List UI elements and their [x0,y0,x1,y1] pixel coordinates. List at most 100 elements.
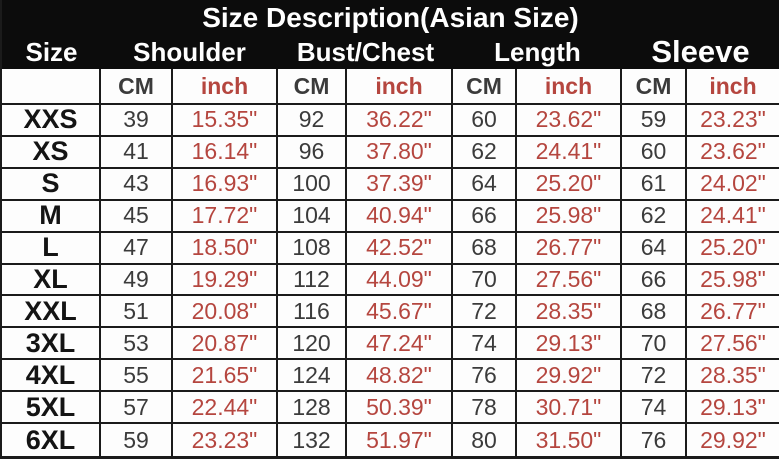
inch-value-cell: 28.35" [687,360,779,393]
inch-value-cell: 29.13" [517,328,622,361]
cm-value-cell: 70 [453,264,517,297]
inch-value-cell: 27.56" [687,328,779,361]
cm-value-cell: 64 [622,232,687,265]
inch-value-cell: 26.77" [687,296,779,329]
inch-value-cell: 30.71" [517,392,622,425]
inch-value-cell: 15.35" [173,105,278,137]
inch-value-cell: 20.08" [173,296,278,329]
size-label-cell: XL [2,264,101,297]
cm-value-cell: 78 [453,392,517,425]
size-label-cell: XXS [2,105,101,137]
group-header-size: Size [25,36,78,67]
unit-header-cm-shoulder: CM [101,69,173,105]
cm-value-cell: 68 [453,232,517,265]
inch-value-cell: 23.23" [687,105,779,137]
inch-value-cell: 44.09" [347,264,453,297]
cm-value-cell: 116 [278,296,347,329]
cm-value-cell: 39 [101,105,173,137]
cm-value-cell: 60 [453,105,517,137]
cm-value-cell: 53 [101,328,173,361]
table-title-bar: Size Description(Asian Size) [2,0,779,36]
cm-value-cell: 72 [622,360,687,393]
inch-value-cell: 29.92" [700,426,766,453]
cm-value-cell: 76 [622,424,687,456]
inch-value-cell: 23.23" [173,424,278,456]
inch-value-cell: 26.77" [517,232,622,265]
cm-value-cell: 51 [101,296,173,329]
unit-header-inch-shoulder: inch [173,69,278,105]
cm-value-cell: 92 [278,105,347,137]
inch-value-cell: 29.13" [687,392,779,425]
cm-value-cell: 57 [101,392,173,425]
cm-value-cell: 66 [453,200,517,233]
size-label-cell: XS [2,136,101,169]
inch-value-cell: 25.20" [517,168,622,201]
group-header-bust-chest: Bust/Chest [296,36,435,67]
cm-value-cell: 74 [622,392,687,425]
cm-value-cell: 104 [278,200,347,233]
unit-header-empty [2,69,101,105]
inch-value-cell: 47.24" [347,328,453,361]
cm-value-cell: 59 [101,424,173,456]
cm-value-cell: 62 [453,136,517,169]
cm-value-cell: 55 [101,360,173,393]
size-label-cell: M [2,200,101,233]
inch-value-cell: 16.14" [173,136,278,169]
cm-value-cell: 64 [453,168,517,201]
inch-value-cell: 36.22" [347,105,453,137]
inch-value-cell: 25.20" [687,233,779,265]
inch-value-cell: 45.67" [347,296,453,329]
inch-value-cell: 29.92" [517,360,622,393]
unit-header-inch-sleeve: inch [687,69,779,105]
inch-value-cell: 23.62" [687,137,779,169]
inch-value-cell: 25.98" [687,265,779,297]
cm-value-cell: 124 [278,360,347,393]
cm-value-cell: 112 [278,264,347,297]
cm-value-cell: 128 [278,392,347,425]
inch-value-cell: 18.50" [173,232,278,265]
cm-value-cell: 80 [453,424,517,456]
inch-value-cell: 20.87" [173,328,278,361]
cm-value-cell: 47 [101,232,173,265]
inch-value-cell: 27.56" [517,264,622,297]
cm-value-cell: 96 [278,136,347,169]
inch-value-cell: 17.72" [173,200,278,233]
inch-value-cell: 24.02" [687,169,779,201]
inch-value-cell: 40.94" [347,200,453,233]
inch-value-cell: 51.97" [347,424,453,456]
inch-value-cell: 28.35" [517,296,622,329]
table-body: CM inch CM inch CM inch CM inch XXS 39 15.… [2,69,779,456]
inch-value-cell: 19.29" [173,264,278,297]
size-label-cell: 5XL [2,392,101,425]
cm-value-cell: 43 [101,168,173,201]
size-label-cell: L [2,232,101,265]
unit-header-inch-bust: inch [347,69,453,105]
column-group-header-row: Size Shoulder Bust/Chest Length Sleeve [2,36,779,69]
cm-value-cell: 45 [101,200,173,233]
cm-value-cell: 120 [278,328,347,361]
unit-header-cm-sleeve: CM [622,69,687,105]
size-label-cell: XXL [2,296,101,329]
inch-value-cell: 23.62" [517,105,622,137]
size-label-cell: 4XL [2,360,101,393]
cm-value-cell: 59 [622,105,687,137]
inch-value-cell: 48.82" [347,360,453,393]
unit-header-cm-length: CM [453,69,517,105]
inch-value-cell: 50.39" [347,392,453,425]
group-header-length: Length [494,36,581,67]
cm-value-cell: 68 [622,296,687,329]
cm-value-cell: 41 [101,136,173,169]
size-label-cell: 3XL [2,328,101,361]
inch-value-cell: 24.41" [517,136,622,169]
inch-value-cell: 16.93" [173,168,278,201]
inch-value-cell: 37.39" [347,168,453,201]
inch-value-cell: 31.50" [517,424,622,456]
cm-value-cell: 76 [453,360,517,393]
group-header-sleeve: Sleeve [651,34,750,69]
size-label-cell: S [2,168,101,201]
unit-header-cm-bust: CM [278,69,347,105]
unit-header-inch-length: inch [517,69,622,105]
cm-value-cell: 74 [453,328,517,361]
inch-value-cell: 25.98" [517,200,622,233]
